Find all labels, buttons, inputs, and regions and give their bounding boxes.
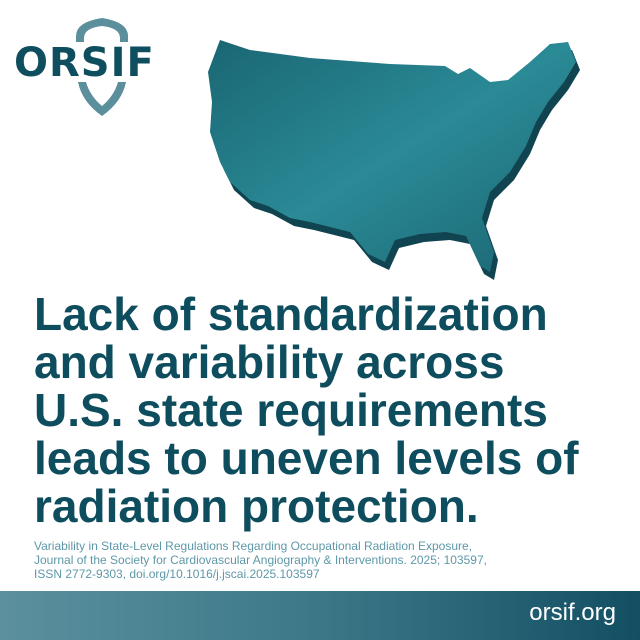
website-link[interactable]: orsif.org <box>529 599 616 626</box>
headline-line: U.S. state requirements <box>34 384 548 436</box>
citation-line: Journal of the Society for Cardiovascula… <box>34 553 487 567</box>
shield-icon <box>76 18 128 116</box>
headline: Lack of standardization and variability … <box>34 290 634 530</box>
headline-line: Lack of standardization <box>34 288 548 340</box>
headline-line: leads to uneven levels of <box>34 432 579 484</box>
logo-text: ORSIF <box>14 40 155 86</box>
headline-line: and variability across <box>34 336 505 388</box>
us-map-icon <box>208 40 580 280</box>
headline-line: radiation protection. <box>34 480 479 532</box>
citation-line: Variability in State-Level Regulations R… <box>34 539 473 553</box>
citation-line: ISSN 2772-9303, doi.org/10.1016/j.jscai.… <box>34 567 320 581</box>
footer-bar: orsif.org <box>0 591 640 640</box>
citation: Variability in State-Level Regulations R… <box>34 539 487 581</box>
